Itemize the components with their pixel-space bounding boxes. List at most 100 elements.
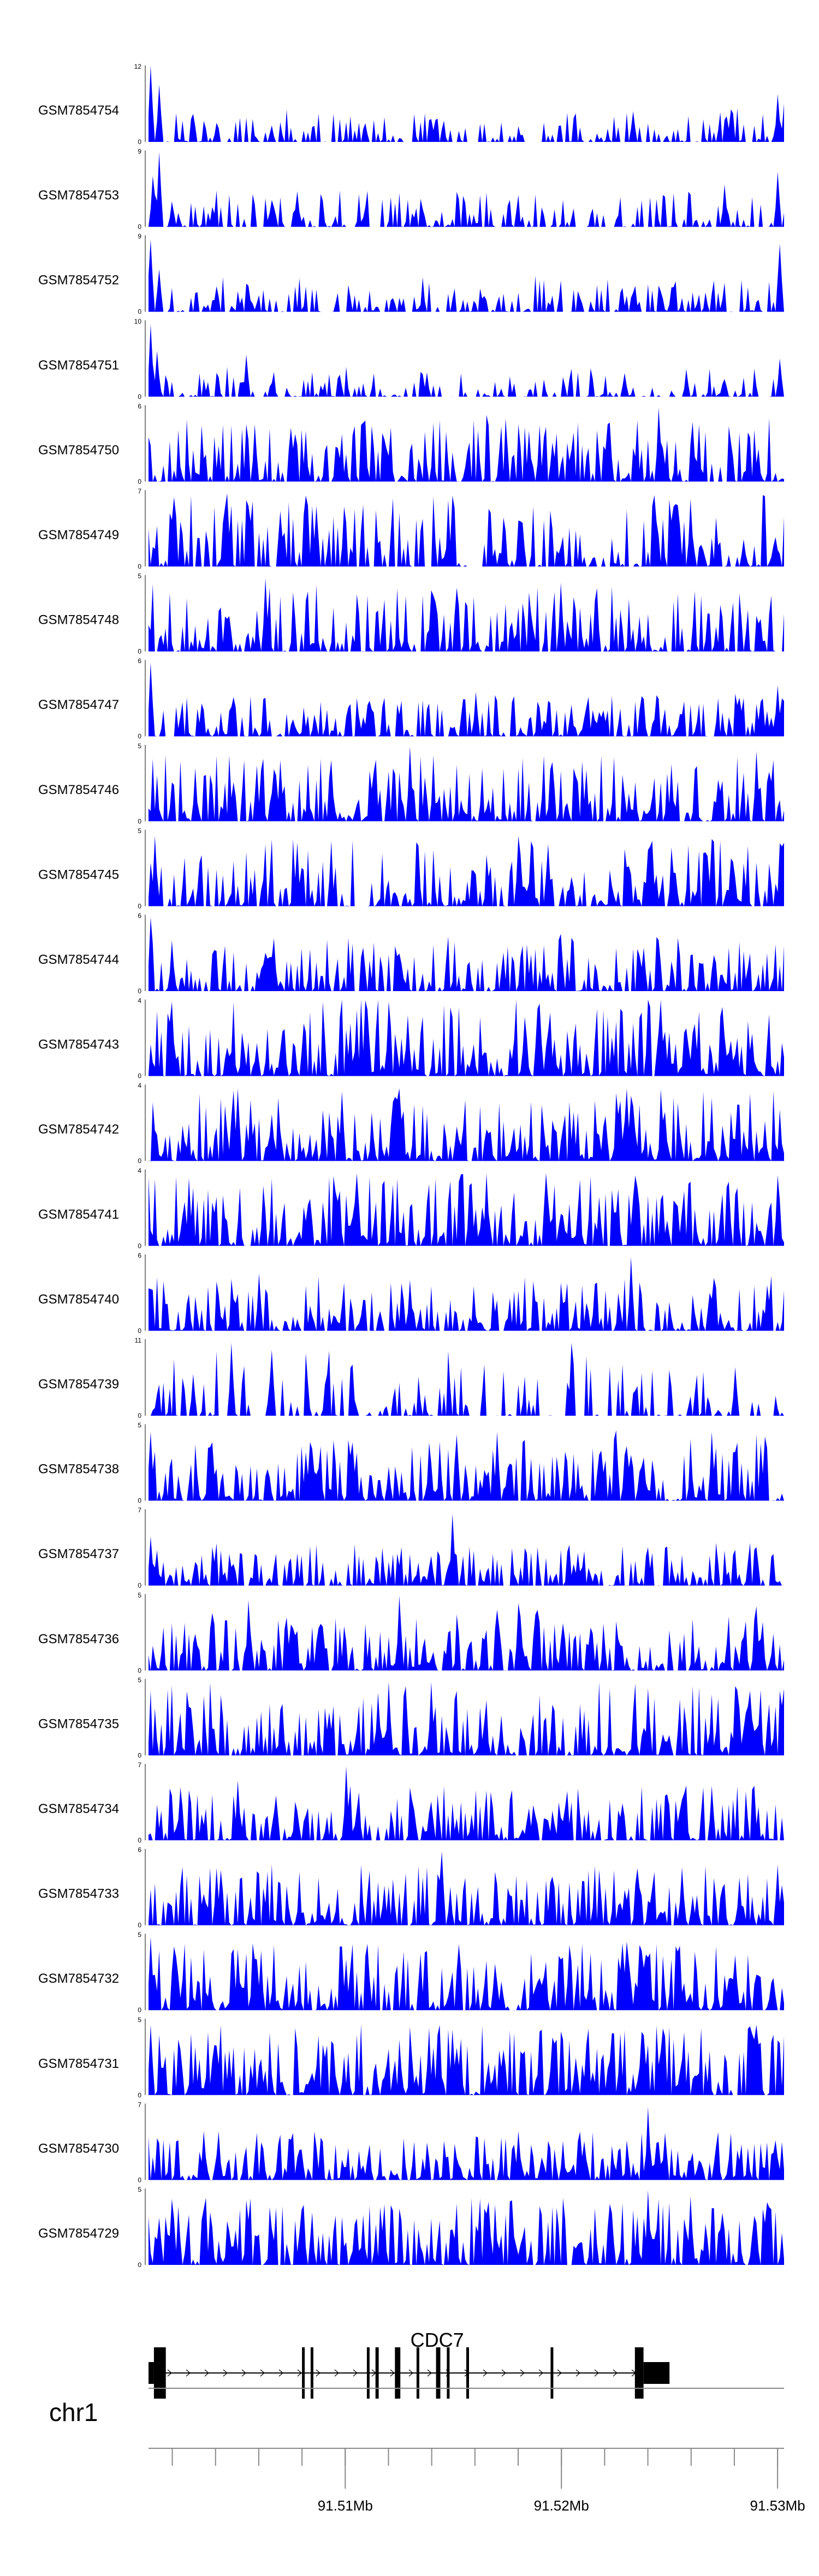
y-tick-zero: 0 [138,1072,141,1080]
exon [395,2347,401,2399]
track-label: GSM7854736 [38,1632,119,1647]
y-tick-max: 5 [138,827,141,834]
coverage-area [149,408,784,482]
strand-arrow [278,2369,283,2377]
coverage-area [149,1257,784,1331]
coverage-track-GSM7854739: GSM7854739 11 0 [38,1337,784,1420]
track-label: GSM7854731 [38,2056,119,2071]
track-label: GSM7854749 [38,528,119,542]
track-label: GSM7854738 [38,1462,119,1477]
chromosome-label: chr1 [49,2398,98,2426]
track-label: GSM7854732 [38,1971,119,1986]
strand-arrow [575,2369,580,2377]
y-tick-zero: 0 [138,2176,141,2184]
y-tick-max: 10 [134,318,142,325]
y-tick-max: 6 [138,1251,141,1259]
y-tick-zero: 0 [138,1157,141,1165]
y-tick-max: 7 [138,1761,141,1769]
track-label: GSM7854739 [38,1377,119,1392]
coverage-area [149,1682,784,1756]
track-label: GSM7854745 [38,867,119,882]
y-tick-max: 5 [138,1422,141,1429]
coverage-track-GSM7854752: GSM7854752 9 0 [38,232,784,315]
y-tick-zero: 0 [138,1836,141,1844]
y-tick-max: 6 [138,912,141,920]
strand-arrow [520,2369,525,2377]
exon [550,2347,554,2399]
coverage-area [149,1173,784,1246]
coverage-area [149,1595,784,1671]
coverage-area [149,1936,784,2011]
coverage-area [149,662,784,737]
y-tick-max: 6 [138,657,141,665]
track-label: GSM7854751 [38,358,119,373]
coverage-area [149,2190,784,2265]
track-label: GSM7854753 [38,188,119,203]
exon [447,2347,450,2399]
y-tick-zero: 0 [138,1751,141,1759]
coverage-area [149,917,784,991]
strand-arrow [501,2369,506,2377]
y-tick-max: 7 [138,487,141,495]
track-label: GSM7854754 [38,103,119,118]
y-tick-zero: 0 [138,1922,141,1929]
coverage-track-GSM7854753: GSM7854753 9 0 [38,148,784,231]
strand-arrow [334,2369,339,2377]
strand-arrow [316,2369,321,2377]
coverage-track-GSM7854740: GSM7854740 6 0 [38,1251,784,1334]
y-tick-zero: 0 [138,1412,141,1420]
y-tick-zero: 0 [138,2091,141,2099]
y-tick-zero: 0 [138,818,141,825]
coverage-area [149,2024,784,2095]
strand-arrow [353,2369,358,2377]
coverage-track-GSM7854741: GSM7854741 4 0 [38,1167,784,1250]
gene-model-cdc7: CDC7 [149,2329,670,2399]
y-tick-max: 4 [138,997,141,1005]
track-label: GSM7854733 [38,1887,119,1901]
track-label: GSM7854743 [38,1037,119,1052]
coverage-track-GSM7854734: GSM7854734 7 0 [38,1761,784,1844]
coverage-track-GSM7854733: GSM7854733 6 0 [38,1846,784,1929]
coverage-track-GSM7854730: GSM7854730 7 0 [38,2101,784,2184]
strand-arrow [260,2369,265,2377]
coverage-area [149,1851,784,1925]
exon [375,2347,379,2399]
y-tick-max: 5 [138,2186,141,2193]
y-tick-zero: 0 [138,732,141,740]
coverage-track-GSM7854747: GSM7854747 6 0 [38,657,784,740]
coverage-track-GSM7854748: GSM7854748 5 0 [38,573,784,655]
track-label: GSM7854740 [38,1292,119,1307]
exon [302,2347,305,2399]
y-tick-max: 9 [138,148,141,156]
coverage-track-GSM7854749: GSM7854749 7 0 [38,487,784,570]
genome-axis-ticks [171,2448,779,2489]
coverage-area [149,1513,784,1586]
strand-arrow [538,2369,543,2377]
track-label: GSM7854741 [38,1207,119,1222]
y-tick-zero: 0 [138,393,141,401]
coverage-area [149,2107,784,2180]
coverage-track-GSM7854731: GSM7854731 5 0 [38,2016,784,2099]
coverage-area [149,1343,784,1416]
y-tick-max: 4 [138,1167,141,1174]
y-tick-zero: 0 [138,563,141,570]
strand-arrow [483,2369,488,2377]
coverage-area [149,65,784,142]
coverage-tracks: GSM7854754120GSM785475390GSM785475290GSM… [38,63,784,2269]
y-tick-max: 6 [138,1846,141,1854]
exon [149,2362,154,2384]
strand-arrow [594,2369,599,2377]
track-label: GSM7854742 [38,1122,119,1137]
coverage-track-GSM7854746: GSM7854746 5 0 [38,742,784,825]
strand-arrow [204,2369,209,2377]
exon [153,2347,166,2399]
y-tick-zero: 0 [138,987,141,995]
axis-tick-label: 91.51Mb [318,2497,373,2514]
y-tick-max: 9 [138,232,141,240]
gene-strand-arrows [167,2369,655,2377]
y-tick-zero: 0 [138,1327,141,1334]
y-tick-zero: 0 [138,648,141,655]
y-tick-zero: 0 [138,1497,141,1505]
y-tick-zero: 0 [138,1582,141,1589]
